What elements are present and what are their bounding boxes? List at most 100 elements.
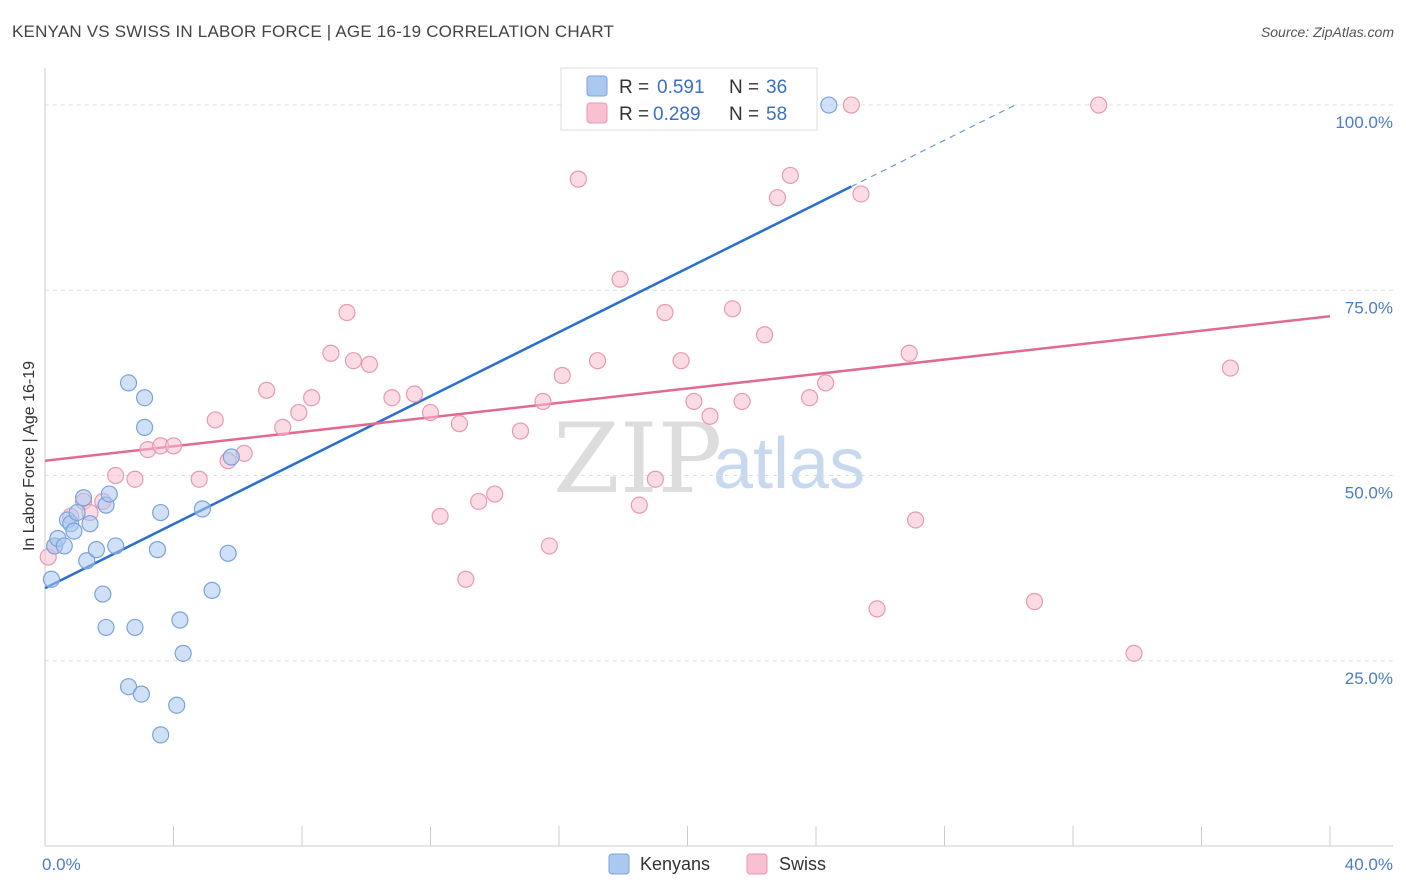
swiss-point-42 xyxy=(685,392,703,411)
axes xyxy=(44,68,1393,847)
swiss-point-34 xyxy=(553,366,571,385)
source-credit: Source: ZipAtlas.com xyxy=(1260,24,1394,40)
swiss-point-18 xyxy=(303,389,321,407)
swiss-point-41 xyxy=(672,352,690,370)
kenyans-point-0 xyxy=(42,570,61,588)
bottom-legend-kenyans-swatch xyxy=(608,853,630,875)
swiss-point-26 xyxy=(431,507,449,525)
swiss-point-23 xyxy=(383,389,401,407)
kenyans-point-18 xyxy=(119,678,138,696)
kenyans-trendline xyxy=(44,185,852,590)
swiss-point-44 xyxy=(723,300,742,318)
kenyans-point-24 xyxy=(152,503,170,522)
kenyans-point-19 xyxy=(132,685,150,703)
kenyans-point-3 xyxy=(55,537,73,555)
kenyans-point-17 xyxy=(126,618,144,637)
y-tick-label-3: 25.0% xyxy=(1345,669,1393,688)
y-tick-label-2: 50.0% xyxy=(1345,484,1393,503)
swiss-point-28 xyxy=(457,570,475,588)
legend-swiss-n-label: N = xyxy=(729,104,759,125)
kenyans-point-26 xyxy=(168,696,186,714)
swiss-point-11 xyxy=(190,470,208,488)
swiss-point-17 xyxy=(290,403,308,422)
swiss-trendline xyxy=(44,314,1331,462)
swiss-point-10 xyxy=(164,437,183,455)
legend-kenyans-n-label: N = xyxy=(729,77,759,98)
swiss-point-51 xyxy=(842,96,860,114)
correlation-legend: R = 0.591 N = 36 R = 0.289 N = 58 xyxy=(560,67,818,131)
kenyans-point-15 xyxy=(107,537,125,555)
kenyans-point-33 xyxy=(820,96,838,114)
gridlines xyxy=(45,104,1393,662)
swiss-point-43 xyxy=(701,407,719,425)
watermark-zip: ZIP xyxy=(553,403,722,515)
kenyans-point-14 xyxy=(100,485,118,503)
swiss-point-6 xyxy=(107,466,125,485)
swiss-point-16 xyxy=(274,418,292,436)
swiss-point-24 xyxy=(405,385,424,403)
kenyans-point-31 xyxy=(219,544,237,562)
y-axis-title: In Labor Force | Age 16-19 xyxy=(21,361,38,551)
kenyans-point-11 xyxy=(87,541,106,559)
legend-kenyans-r-label: R = xyxy=(619,77,649,98)
swiss-point-40 xyxy=(656,303,674,322)
swiss-point-35 xyxy=(569,170,587,188)
swiss-point-37 xyxy=(611,270,629,288)
swiss-point-46 xyxy=(755,326,774,344)
legend-swiss-r-value: 0.289 xyxy=(653,104,701,125)
kenyans-point-21 xyxy=(135,389,154,407)
legend-swiss-r-label: R = xyxy=(619,104,649,125)
watermark-atlas: atlas xyxy=(713,424,865,504)
swiss-point-22 xyxy=(360,355,379,373)
swiss-point-20 xyxy=(338,303,356,322)
swiss-point-48 xyxy=(781,166,799,185)
swiss-point-49 xyxy=(800,389,819,407)
swiss-point-56 xyxy=(1025,592,1044,611)
data-points xyxy=(39,96,1240,744)
y-tick-label-0: 100.0% xyxy=(1335,113,1393,132)
x-tick-max: 40.0% xyxy=(1345,855,1393,874)
kenyans-point-28 xyxy=(174,644,192,662)
swiss-point-58 xyxy=(1125,644,1143,662)
kenyans-point-10 xyxy=(81,515,99,533)
kenyans-point-25 xyxy=(152,726,170,744)
kenyans-point-22 xyxy=(135,418,154,436)
bottom-legend-swiss-label: Swiss xyxy=(779,854,826,874)
kenyans-trendline-extension xyxy=(851,104,1016,188)
series-legend: Kenyans Swiss xyxy=(608,853,826,875)
swiss-point-50 xyxy=(817,374,835,392)
kenyans-point-6 xyxy=(65,522,83,540)
y-tick-label-1: 75.0% xyxy=(1345,298,1393,317)
kenyans-point-12 xyxy=(94,585,112,603)
swiss-point-15 xyxy=(258,381,276,399)
kenyans-point-20 xyxy=(119,374,138,392)
trendlines xyxy=(44,104,1331,590)
kenyans-point-27 xyxy=(171,611,189,629)
legend-swiss-n-value: 58 xyxy=(766,104,787,125)
swiss-point-47 xyxy=(768,189,787,207)
kenyans-point-30 xyxy=(203,581,221,599)
swiss-point-53 xyxy=(868,600,886,618)
swiss-point-30 xyxy=(486,485,504,503)
swiss-point-19 xyxy=(322,344,340,362)
swiss-point-31 xyxy=(511,422,530,440)
swiss-point-45 xyxy=(733,392,751,411)
swiss-point-54 xyxy=(900,344,918,362)
swiss-point-33 xyxy=(540,537,558,555)
swiss-point-32 xyxy=(534,392,552,411)
swiss-point-52 xyxy=(852,185,870,203)
kenyans-point-23 xyxy=(148,541,167,559)
legend-kenyans-n-value: 36 xyxy=(766,77,787,98)
kenyans-point-29 xyxy=(193,500,212,518)
x-tick-min: 0.0% xyxy=(42,855,81,874)
kenyans-point-8 xyxy=(74,489,93,507)
swiss-point-27 xyxy=(450,415,469,433)
bottom-legend-kenyans-label: Kenyans xyxy=(640,854,710,874)
kenyans-point-32 xyxy=(222,448,240,466)
kenyans-point-16 xyxy=(97,618,115,637)
swiss-point-29 xyxy=(470,492,488,511)
swiss-point-21 xyxy=(344,352,362,370)
watermark: ZIP atlas xyxy=(553,403,865,515)
swiss-point-59 xyxy=(1221,359,1240,377)
